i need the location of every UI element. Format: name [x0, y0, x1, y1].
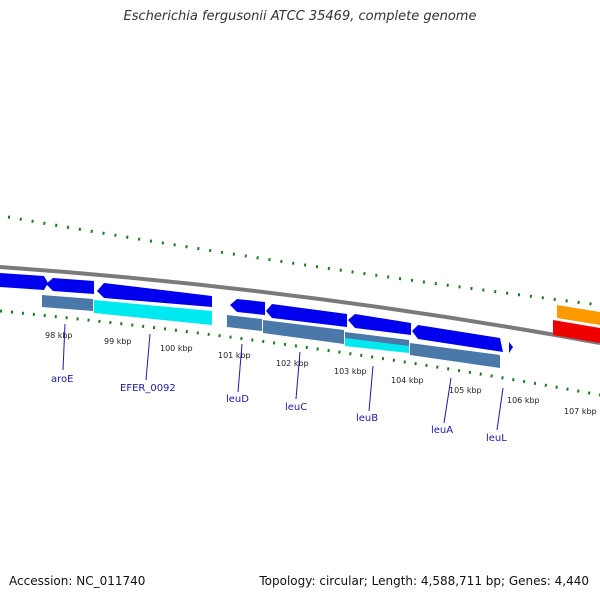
gene-arrow-small[interactable] — [509, 342, 513, 353]
scale-tick-label: 106 kbp — [507, 396, 540, 405]
scale-tick-label: 100 kbp — [160, 344, 193, 353]
gene-label-leub[interactable]: leuB — [356, 413, 378, 424]
rna-feature-red[interactable] — [553, 320, 600, 343]
rna-feature-orange[interactable] — [557, 305, 600, 325]
scale-tick-label: 98 kbp — [45, 331, 73, 340]
accession-label: Accession: NC_011740 — [9, 574, 146, 588]
genome-backbone — [0, 265, 600, 345]
gene-strip[interactable] — [42, 295, 93, 311]
scale-tick-label: 105 kbp — [449, 386, 482, 395]
scale-tick-label: 102 kbp — [276, 359, 309, 368]
gene-arrow-forward[interactable] — [266, 304, 347, 327]
gene-label-leuc[interactable]: leuC — [285, 402, 307, 413]
map-title: Escherichia fergusonii ATCC 35469, compl… — [123, 9, 477, 24]
scale-tick-label: 101 kbp — [218, 351, 251, 360]
gene-arrow-forward[interactable] — [46, 278, 94, 294]
gene-label-aroe[interactable]: aroE — [51, 374, 73, 385]
gene-label-efer-0092[interactable]: EFER_0092 — [120, 383, 176, 394]
scale-tick-label: 99 kbp — [104, 337, 132, 346]
gene-arrow-forward[interactable] — [97, 283, 212, 307]
gene-strip-highlight[interactable] — [94, 300, 212, 325]
gc-outer-track — [7, 215, 600, 307]
gene-label-leaders — [62, 323, 504, 431]
scale-tick-label: 107 kbp — [564, 407, 597, 416]
gene-strip[interactable] — [227, 315, 262, 331]
gene-arrow-forward[interactable] — [412, 325, 503, 352]
gene-strip-highlight[interactable] — [345, 338, 409, 353]
gene-strip[interactable] — [263, 320, 344, 344]
scale-tick-label: 104 kbp — [391, 376, 424, 385]
gene-strip[interactable] — [410, 343, 500, 368]
genome-summary: Topology: circular; Length: 4,588,711 bp… — [259, 574, 589, 588]
gene-arrow-forward[interactable] — [230, 299, 265, 315]
gene-label-leul[interactable]: leuL — [486, 433, 507, 444]
gene-arrow-forward[interactable] — [0, 273, 48, 290]
scale-tick-label: 103 kbp — [334, 367, 367, 376]
gene-label-leud[interactable]: leuD — [226, 394, 249, 405]
gene-label-leua[interactable]: leuA — [431, 425, 453, 436]
gene-arrow-forward[interactable] — [348, 314, 411, 335]
